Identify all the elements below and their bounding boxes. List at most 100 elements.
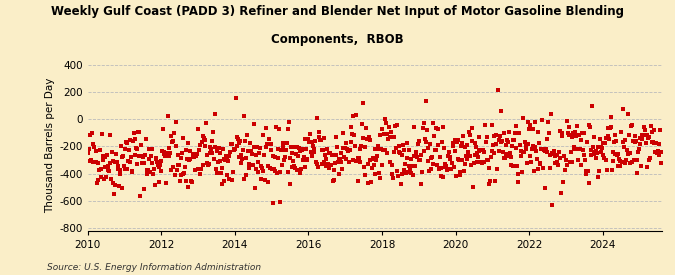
Point	[86, 130, 97, 135]
Point	[557, 131, 568, 135]
Point	[425, 142, 435, 146]
Point	[616, 160, 627, 164]
Point	[409, 153, 420, 158]
Point	[521, 147, 532, 151]
Point	[438, 175, 449, 180]
Point	[517, 116, 528, 120]
Point	[177, 151, 188, 155]
Point	[191, 154, 202, 158]
Point	[426, 166, 437, 171]
Point	[596, 150, 607, 154]
Point	[600, 158, 611, 162]
Point	[159, 150, 169, 154]
Point	[484, 166, 495, 170]
Point	[240, 138, 250, 143]
Point	[354, 160, 365, 164]
Point	[372, 147, 383, 152]
Point	[456, 140, 467, 145]
Point	[454, 158, 464, 162]
Point	[237, 156, 248, 161]
Point	[236, 153, 247, 157]
Point	[515, 154, 526, 158]
Point	[554, 150, 564, 155]
Point	[317, 162, 327, 166]
Point	[636, 163, 647, 168]
Point	[479, 149, 490, 154]
Point	[270, 169, 281, 173]
Point	[433, 142, 443, 147]
Point	[447, 141, 458, 145]
Point	[583, 123, 594, 128]
Point	[412, 142, 423, 146]
Point	[646, 140, 657, 145]
Point	[303, 140, 314, 144]
Point	[619, 161, 630, 166]
Point	[196, 167, 207, 172]
Point	[418, 149, 429, 154]
Point	[331, 144, 342, 149]
Point	[151, 156, 161, 161]
Point	[457, 158, 468, 162]
Point	[217, 166, 227, 170]
Point	[533, 129, 543, 134]
Point	[338, 146, 348, 151]
Point	[280, 155, 291, 160]
Point	[465, 133, 476, 138]
Point	[380, 117, 391, 121]
Point	[456, 144, 466, 148]
Point	[585, 148, 596, 152]
Point	[359, 145, 370, 149]
Point	[560, 168, 570, 173]
Point	[408, 125, 419, 129]
Point	[101, 152, 112, 157]
Point	[243, 166, 254, 171]
Point	[345, 140, 356, 144]
Point	[83, 159, 94, 164]
Point	[136, 154, 147, 158]
Point	[330, 153, 341, 157]
Point	[425, 156, 436, 161]
Point	[138, 155, 148, 160]
Point	[215, 171, 226, 175]
Point	[464, 154, 475, 158]
Point	[360, 126, 371, 130]
Point	[443, 167, 454, 171]
Point	[556, 134, 567, 138]
Point	[327, 153, 338, 157]
Point	[576, 163, 587, 167]
Point	[308, 150, 319, 155]
Point	[315, 138, 325, 142]
Point	[622, 111, 633, 116]
Point	[584, 181, 595, 186]
Point	[144, 169, 155, 174]
Point	[626, 160, 637, 164]
Point	[649, 127, 660, 132]
Point	[213, 160, 223, 164]
Point	[481, 158, 492, 162]
Point	[389, 124, 400, 128]
Point	[250, 186, 261, 190]
Point	[470, 145, 481, 149]
Point	[143, 147, 154, 152]
Point	[131, 162, 142, 166]
Point	[460, 162, 470, 166]
Point	[241, 156, 252, 161]
Point	[386, 172, 397, 176]
Point	[493, 138, 504, 143]
Point	[294, 146, 304, 150]
Point	[89, 160, 100, 164]
Point	[304, 139, 315, 144]
Point	[467, 126, 478, 130]
Point	[167, 139, 178, 143]
Point	[371, 158, 381, 162]
Point	[495, 109, 506, 113]
Point	[612, 153, 622, 158]
Point	[620, 138, 630, 143]
Point	[533, 141, 544, 145]
Point	[645, 155, 655, 160]
Point	[544, 153, 555, 157]
Point	[164, 146, 175, 150]
Point	[256, 166, 267, 171]
Point	[538, 166, 549, 170]
Point	[516, 149, 526, 153]
